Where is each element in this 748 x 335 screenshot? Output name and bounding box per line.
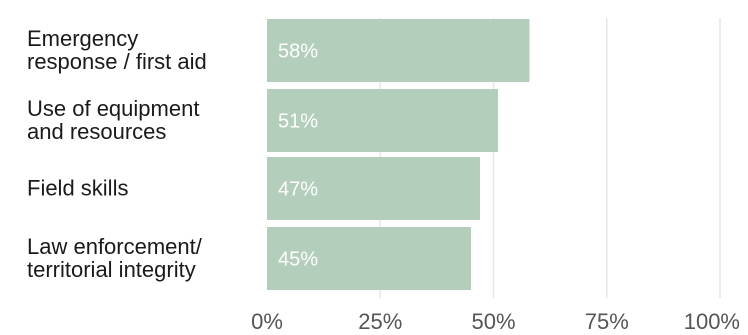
category-label-1: Use of equipment and resources	[27, 96, 199, 144]
value-label-1: 51%	[278, 111, 318, 133]
value-label-0: 58%	[278, 41, 318, 63]
category-label-2: Field skills	[27, 176, 128, 201]
bars	[267, 19, 530, 290]
bar-2	[267, 157, 480, 220]
x-axis-ticks: 0% 25% 50% 75% 100%	[251, 309, 740, 334]
category-label-3: Law enforcement/territorial integrity	[27, 234, 203, 282]
bar-3	[267, 227, 471, 290]
tick-label-25: 25%	[358, 309, 402, 334]
value-label-2: 47%	[278, 179, 318, 201]
tick-label-50: 50%	[471, 309, 515, 334]
bar-0	[267, 19, 530, 82]
tick-label-75: 75%	[585, 309, 629, 334]
value-labels: 58% 51% 47% 45%	[278, 41, 318, 271]
tick-label-100: 100%	[684, 309, 740, 334]
value-label-3: 45%	[278, 249, 318, 271]
category-label-0: Emergency response / first aid	[27, 26, 207, 74]
bar-1	[267, 89, 499, 152]
tick-label-0: 0%	[251, 309, 283, 334]
category-labels: Emergency response / first aid Use of equi…	[27, 26, 207, 282]
